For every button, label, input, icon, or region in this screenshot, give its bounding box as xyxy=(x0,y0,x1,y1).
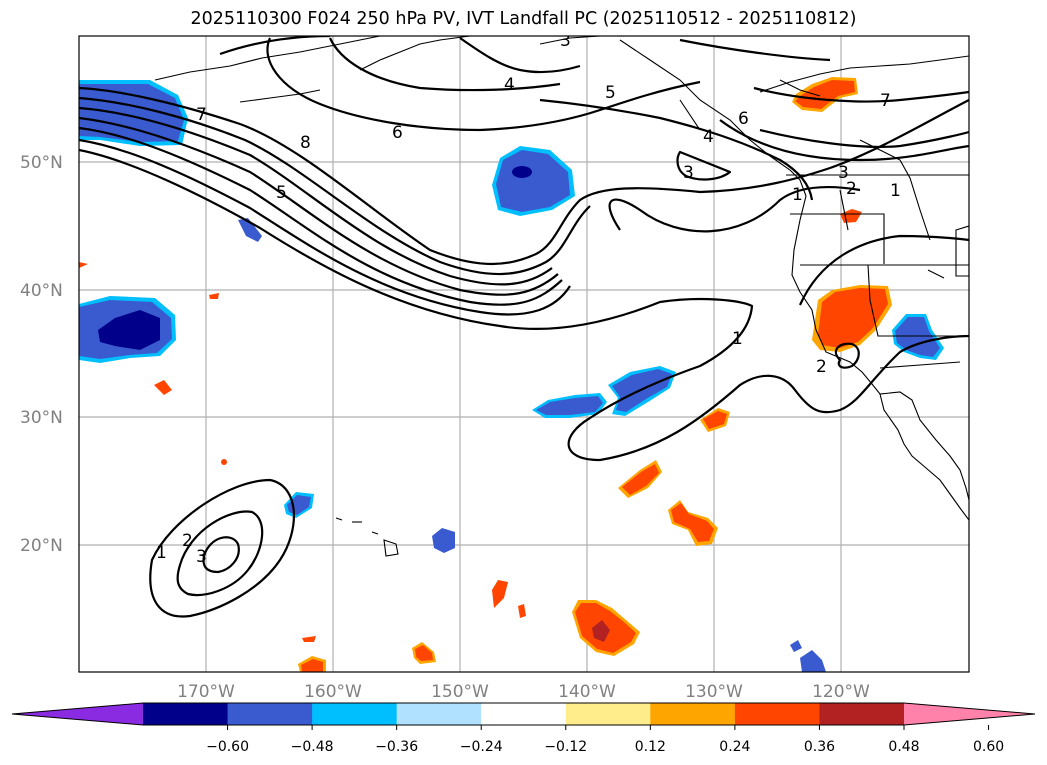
colorbar-tick-label: −0.24 xyxy=(460,739,503,755)
blob-pos-13 xyxy=(221,459,227,465)
contour-label: 7 xyxy=(196,105,207,125)
colorbar-tick-label: 0.12 xyxy=(635,739,666,755)
contour-label: 3 xyxy=(560,31,571,51)
contour-label: 4 xyxy=(504,75,515,95)
contour-labels: 7 8 5 6 4 5 6 4 3 3 7 3 2 1 1 1 2 3 2 1 xyxy=(156,31,901,567)
contour-label: 1 xyxy=(732,329,743,349)
colorbar-segment xyxy=(227,703,313,725)
colorbar-tick-label: 0.60 xyxy=(973,739,1004,755)
blob-neg-gulf-core xyxy=(512,166,532,178)
contour-label: 3 xyxy=(838,163,849,183)
blob-pos-or xyxy=(840,209,862,223)
blob-pos-1 xyxy=(154,380,172,395)
lat-label-40n: 40°N xyxy=(20,281,63,301)
lat-label-30n: 30°N xyxy=(20,408,63,428)
contour-label: 8 xyxy=(300,133,311,153)
colorbar-segment xyxy=(396,703,482,725)
colorbar-extend-min xyxy=(12,703,143,725)
blob-pos-6 xyxy=(492,580,508,608)
blob-neg-gulf-mid xyxy=(496,150,570,212)
lon-label-150w: 150°W xyxy=(431,682,489,702)
blob-neg-tiny xyxy=(790,640,802,652)
contour-label: 1 xyxy=(792,185,803,205)
colorbar-segments xyxy=(12,703,1035,725)
colorbar-ticks: −0.60 −0.48 −0.36 −0.24 −0.12 0.12 0.24 0.36 0.4… xyxy=(206,725,1004,755)
blob-pos-3b xyxy=(622,464,659,495)
colorbar-segment xyxy=(481,703,567,725)
colorbar-tick-label: −0.36 xyxy=(375,739,418,755)
blob-pos-4b xyxy=(671,503,714,542)
blob-pos-ca-core xyxy=(818,288,888,348)
longitude-labels: 170°W 160°W 150°W 140°W 130°W 120°W xyxy=(177,682,870,702)
blob-pos-8b xyxy=(415,645,433,661)
contour-label: 3 xyxy=(683,163,694,183)
blob-neg-small-1 xyxy=(238,218,262,242)
colorbar-tick-label: 0.48 xyxy=(888,739,919,755)
contour-label: 1 xyxy=(890,181,901,201)
latitude-labels: 50°N 40°N 30°N 20°N xyxy=(20,153,63,556)
blob-pos-5c xyxy=(592,620,610,642)
contour-label: 2 xyxy=(846,179,857,199)
contour-label: 5 xyxy=(605,83,616,103)
contour-label: 5 xyxy=(276,183,287,203)
lat-label-20n: 20°N xyxy=(20,536,63,556)
contour-label: 4 xyxy=(703,127,714,147)
blob-neg-nw-core xyxy=(79,84,184,142)
lon-label-120w: 120°W xyxy=(812,682,870,702)
lon-label-140w: 140°W xyxy=(558,682,616,702)
colorbar-segment xyxy=(650,703,736,725)
colorbar-tick-label: −0.60 xyxy=(206,739,249,755)
colorbar-extend-max xyxy=(904,703,1035,725)
colorbar-tick-label: 0.36 xyxy=(804,739,835,755)
negative-anomaly-regions xyxy=(79,80,944,672)
lat-label-50n: 50°N xyxy=(20,153,63,173)
blob-neg-south xyxy=(800,650,826,672)
contour-label: 6 xyxy=(738,109,749,129)
pv-contours xyxy=(79,36,969,618)
colorbar-tick-label: −0.12 xyxy=(544,739,587,755)
blob-neg-mid-1b xyxy=(536,396,603,415)
blob-pos-9b xyxy=(301,659,323,672)
contour-label: 2 xyxy=(816,357,827,377)
colorbar-tick-label: −0.48 xyxy=(291,739,334,755)
blob-pos-bc-core xyxy=(795,80,855,109)
colorbar-segment xyxy=(143,703,229,725)
colorbar-outline xyxy=(11,702,1036,726)
blob-neg-baja-b xyxy=(895,317,940,357)
colorbar-segment xyxy=(734,703,820,725)
blob-pos-12 xyxy=(79,262,88,268)
contour-label: 6 xyxy=(392,123,403,143)
lon-label-170w: 170°W xyxy=(177,682,235,702)
colorbar: −0.60 −0.48 −0.36 −0.24 −0.12 0.12 0.24 0.36 0.4… xyxy=(11,702,1036,755)
blob-pos-11 xyxy=(209,293,219,299)
colorbar-segment xyxy=(819,703,905,725)
blob-pos-10 xyxy=(302,636,316,642)
map-frame xyxy=(78,35,970,673)
lon-label-160w: 160°W xyxy=(304,682,362,702)
blob-neg-small-3 xyxy=(432,528,455,553)
map-panel: 7 8 5 6 4 5 6 4 3 3 7 3 2 1 1 1 2 3 2 1 xyxy=(79,31,969,672)
colorbar-tick-label: 0.24 xyxy=(719,739,750,755)
colorbar-segment xyxy=(312,703,398,725)
contour-label: 2 xyxy=(182,531,193,551)
map-title: 2025110300 F024 250 hPa PV, IVT Landfall… xyxy=(190,9,857,29)
contour-label: 3 xyxy=(196,547,207,567)
contour-label: 1 xyxy=(156,543,167,563)
contour-label: 7 xyxy=(880,91,891,111)
coastlines xyxy=(154,36,969,557)
blob-pos-7 xyxy=(518,604,526,618)
colorbar-segment xyxy=(565,703,651,725)
blob-neg-west-core xyxy=(98,310,160,350)
blob-pos-2b xyxy=(703,411,727,429)
lon-label-130w: 130°W xyxy=(685,682,743,702)
